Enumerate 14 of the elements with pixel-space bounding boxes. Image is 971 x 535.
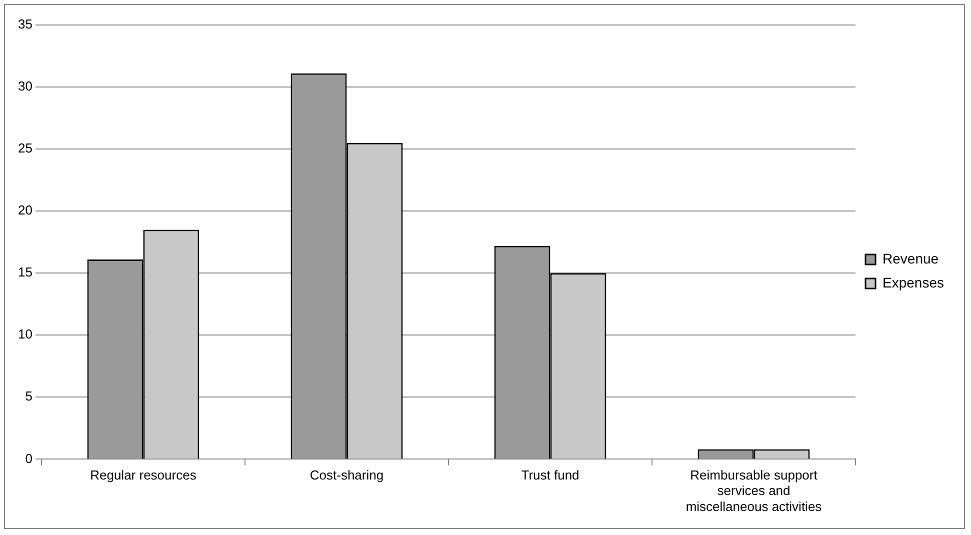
y-tick-label: 35 [18, 16, 32, 32]
y-tick-label: 15 [18, 264, 32, 280]
y-tick-label: 20 [18, 202, 32, 218]
y-tick-label: 25 [18, 140, 32, 156]
x-tick-label: Trust fund [521, 468, 580, 483]
legend-label: Revenue [882, 250, 939, 266]
legend-label: Expenses [882, 274, 944, 290]
y-tick-label: 10 [18, 326, 32, 342]
x-tick-label: Reimbursable support services and miscellaneous activities [686, 468, 822, 514]
y-tick-label: 30 [18, 78, 32, 94]
x-tick-label: Cost-sharing [310, 468, 384, 483]
y-tick-label: 0 [25, 450, 32, 466]
y-tick-label: 5 [25, 388, 32, 404]
x-tick-label: Regular resources [90, 468, 197, 483]
